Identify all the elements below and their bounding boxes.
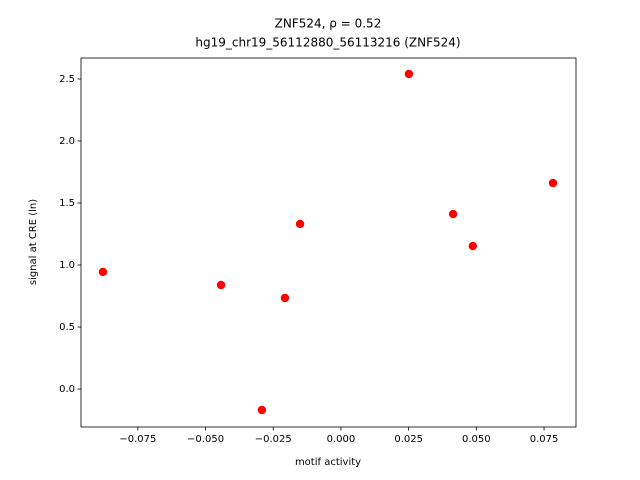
- y-tick-label: 1.5: [59, 198, 75, 209]
- axes-frame: [80, 57, 577, 428]
- y-tick-label: 1.0: [59, 260, 75, 271]
- x-tick-label: 0.025: [394, 434, 423, 445]
- x-tick-label: 0.075: [530, 434, 559, 445]
- point: [257, 405, 267, 415]
- point: [98, 267, 108, 277]
- point: [548, 178, 558, 188]
- point: [404, 69, 414, 79]
- chart-subtitle: hg19_chr19_56112880_56113216 (ZNF524): [195, 36, 460, 50]
- y-tick-label: 0.0: [59, 384, 75, 395]
- x-tick-label: 0.000: [327, 434, 356, 445]
- point: [216, 280, 226, 290]
- chart-title: ZNF524, ρ = 0.52: [275, 17, 382, 31]
- x-tick-label: −0.025: [255, 434, 292, 445]
- x-axis-label: motif activity: [295, 457, 361, 468]
- x-tick-label: 0.050: [462, 434, 491, 445]
- x-tick-label: −0.050: [187, 434, 224, 445]
- point: [448, 209, 458, 219]
- y-tick-label: 2.0: [59, 136, 75, 147]
- point: [295, 219, 305, 229]
- point: [468, 241, 478, 251]
- y-axis-label: signal at CRE (ln): [28, 199, 39, 285]
- point: [280, 293, 290, 303]
- y-tick-label: 0.5: [59, 322, 75, 333]
- x-tick-label: −0.075: [119, 434, 156, 445]
- y-tick-label: 2.5: [59, 74, 75, 85]
